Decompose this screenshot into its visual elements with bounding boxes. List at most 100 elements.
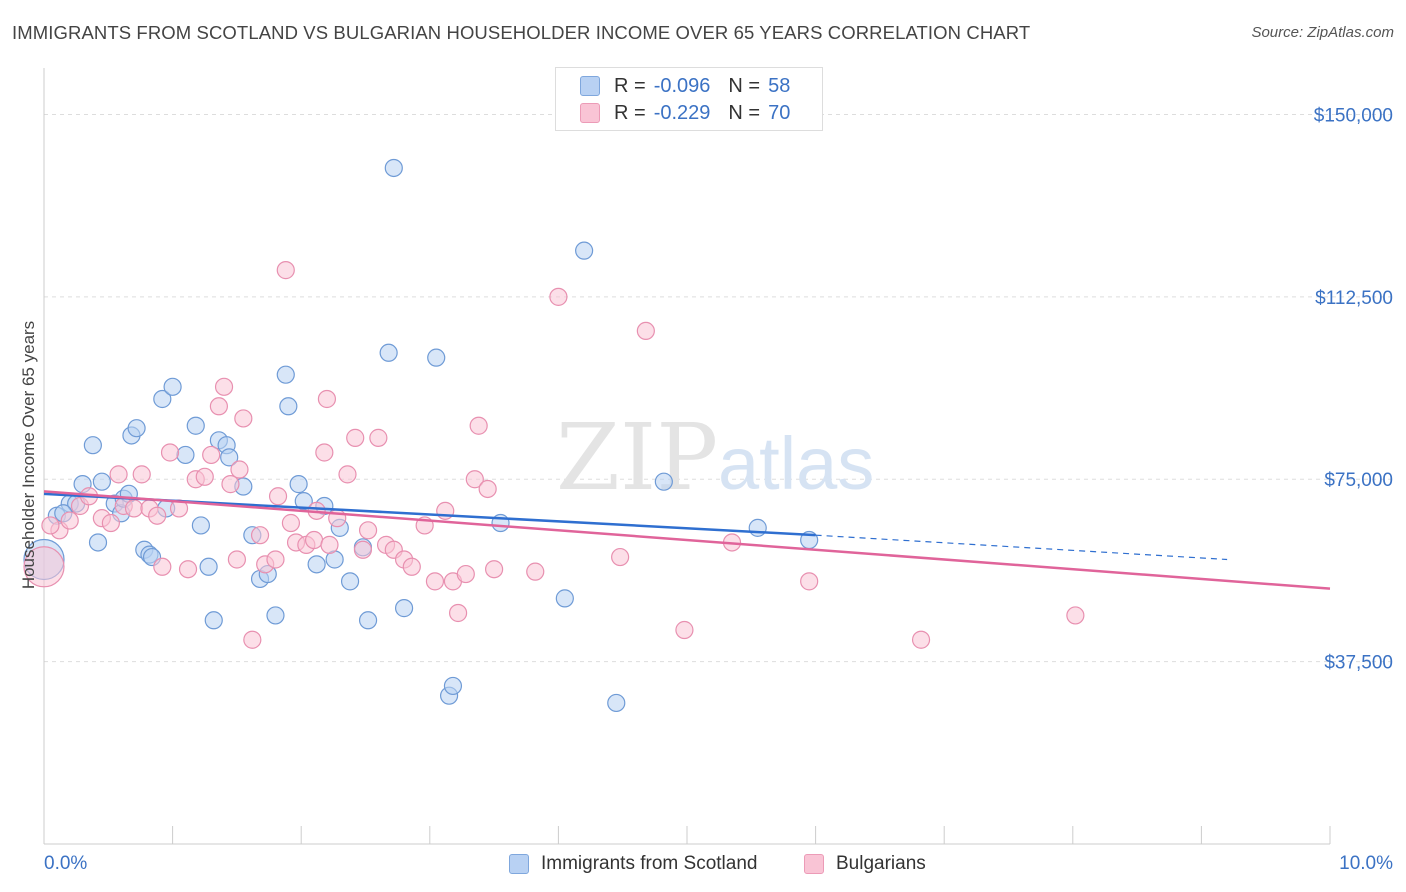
bulgarian-point-27 — [250, 526, 270, 545]
bulgarian-point-25 — [234, 409, 253, 428]
bulgarian-point-22 — [221, 475, 240, 494]
legend-n-label: N = — [728, 101, 761, 124]
bottom-legend-label-bulgarians: Bulgarians — [836, 853, 926, 874]
bulgarian-point-63 — [636, 321, 655, 341]
bulgarian-point-30 — [268, 487, 288, 506]
scotland-point-5 — [83, 436, 102, 455]
bulgarian-point-16 — [178, 560, 198, 579]
scotland-point-52 — [575, 241, 594, 260]
scotland-point-47 — [427, 348, 446, 367]
bulgarian-point-13 — [153, 557, 172, 576]
scotland-point-33 — [276, 365, 295, 384]
bulgarian-point-20 — [209, 397, 228, 416]
scotland-point-51 — [555, 589, 574, 608]
bulgarian-point-18 — [195, 467, 214, 486]
bulgarian-point-39 — [320, 535, 339, 554]
bulgarian-point-49 — [402, 557, 421, 576]
scotland-point-20 — [176, 445, 195, 465]
scotland-point-53 — [607, 693, 626, 713]
y-tick-label: $112,500 — [1315, 288, 1393, 309]
bulgarian-point-6 — [101, 513, 120, 533]
bulgarian-point-29 — [266, 550, 285, 569]
scotland-point-54 — [654, 472, 673, 491]
bulgarian-point-2 — [60, 511, 79, 530]
scotland-point-7 — [92, 472, 111, 491]
bulgarian-point-14 — [160, 443, 180, 462]
scotland-point-44 — [379, 343, 398, 362]
bulgarian-point-0 — [23, 546, 65, 588]
bulgarian-point-66 — [800, 572, 819, 591]
watermark-zip: ZIP — [556, 404, 718, 511]
bottom-legend-swatch-bulgarians — [804, 854, 824, 874]
bulgarian-point-54 — [448, 603, 468, 623]
legend-row-scotland: R = -0.096 N = 58 — [580, 74, 790, 98]
bulgarian-point-60 — [526, 562, 545, 581]
watermark: ZIP atlas — [556, 404, 874, 511]
watermark-atlas: atlas — [718, 422, 874, 505]
x-tick-label-max: 10.0% — [1339, 853, 1393, 874]
bulgarian-point-44 — [358, 521, 378, 540]
scotland-point-17 — [153, 389, 172, 409]
y-tick-label: $37,500 — [1324, 653, 1393, 674]
trend-layer — [43, 490, 1331, 590]
bottom-legend-label-scotland: Immigrants from Scotland — [541, 853, 758, 874]
bulgarian-point-58 — [478, 479, 497, 499]
bulgarian-point-23 — [227, 550, 246, 569]
bulgarian-point-9 — [124, 499, 144, 518]
chart-source: Source: ZipAtlas.com — [1251, 24, 1394, 41]
bulgarian-trend-line — [43, 490, 1331, 590]
grid-layer — [44, 113, 1395, 663]
legend: R = -0.096 N = 58 R = -0.229 N = 70 — [555, 67, 823, 131]
y-axis-label: Householder Income Over 65 years — [19, 321, 38, 589]
scotland-point-36 — [294, 492, 313, 511]
y-tick-label: $75,000 — [1324, 470, 1393, 491]
bulgarian-point-55 — [456, 564, 475, 584]
legend-r-label: R = — [614, 74, 646, 97]
scotland-point-23 — [199, 557, 218, 576]
scotland-point-19 — [163, 377, 182, 396]
chart-title: IMMIGRANTS FROM SCOTLAND VS BULGARIAN HO… — [12, 22, 1031, 43]
bulgarian-point-56 — [465, 470, 484, 489]
bulgarian-point-26 — [243, 630, 262, 649]
scotland-point-6 — [88, 533, 108, 552]
bulgarian-point-24 — [230, 460, 249, 479]
legend-n-value-scotland: 58 — [768, 74, 791, 97]
bulgarian-point-57 — [469, 416, 488, 435]
bulgarian-point-37 — [315, 443, 334, 462]
bulgarian-point-42 — [346, 428, 365, 447]
scotland-point-24 — [204, 611, 223, 630]
legend-r-label: R = — [614, 101, 646, 124]
bulgarian-point-19 — [202, 445, 221, 465]
bulgarian-point-62 — [611, 547, 630, 567]
bulgarian-point-61 — [549, 287, 568, 306]
scotland-point-22 — [191, 516, 210, 535]
legend-n-label: N = — [728, 74, 761, 97]
scotland-point-49 — [443, 676, 463, 696]
y-tick-label: $150,000 — [1314, 105, 1393, 126]
bulgarian-point-32 — [281, 513, 301, 533]
bulgarian-point-35 — [304, 530, 324, 550]
axis-layer: $37,500 $75,000 $112,500 $150,000 0.0% 10.0% — [43, 68, 1393, 874]
bulgarian-point-31 — [276, 261, 295, 280]
scotland-point-46 — [394, 599, 414, 618]
scotland-point-43 — [358, 611, 378, 630]
bottom-legend-swatch-scotland — [509, 854, 529, 874]
scotland-point-45 — [384, 158, 403, 178]
bulgarian-point-21 — [214, 377, 234, 396]
legend-swatch-scotland — [580, 76, 600, 96]
legend-n-value-bulgarians: 70 — [768, 101, 791, 124]
bulgarian-point-51 — [425, 572, 445, 591]
scotland-point-34 — [279, 397, 298, 416]
bulgarian-point-10 — [132, 465, 151, 484]
scotland-point-27 — [220, 448, 239, 467]
legend-r-value-bulgarians: -0.229 — [653, 101, 711, 124]
legend-r-value-scotland: -0.096 — [653, 74, 711, 97]
scotland-point-55 — [748, 518, 767, 537]
scotland-point-13 — [127, 419, 146, 438]
bulgarian-point-64 — [675, 620, 694, 640]
bulgarian-point-38 — [317, 389, 337, 409]
scotland-point-32 — [266, 606, 285, 625]
bottom-legend-scotland: Immigrants from Scotland — [509, 851, 757, 877]
legend-row-bulgarians: R = -0.229 N = 70 — [580, 101, 790, 125]
scotland-trend-extension — [815, 534, 1228, 561]
